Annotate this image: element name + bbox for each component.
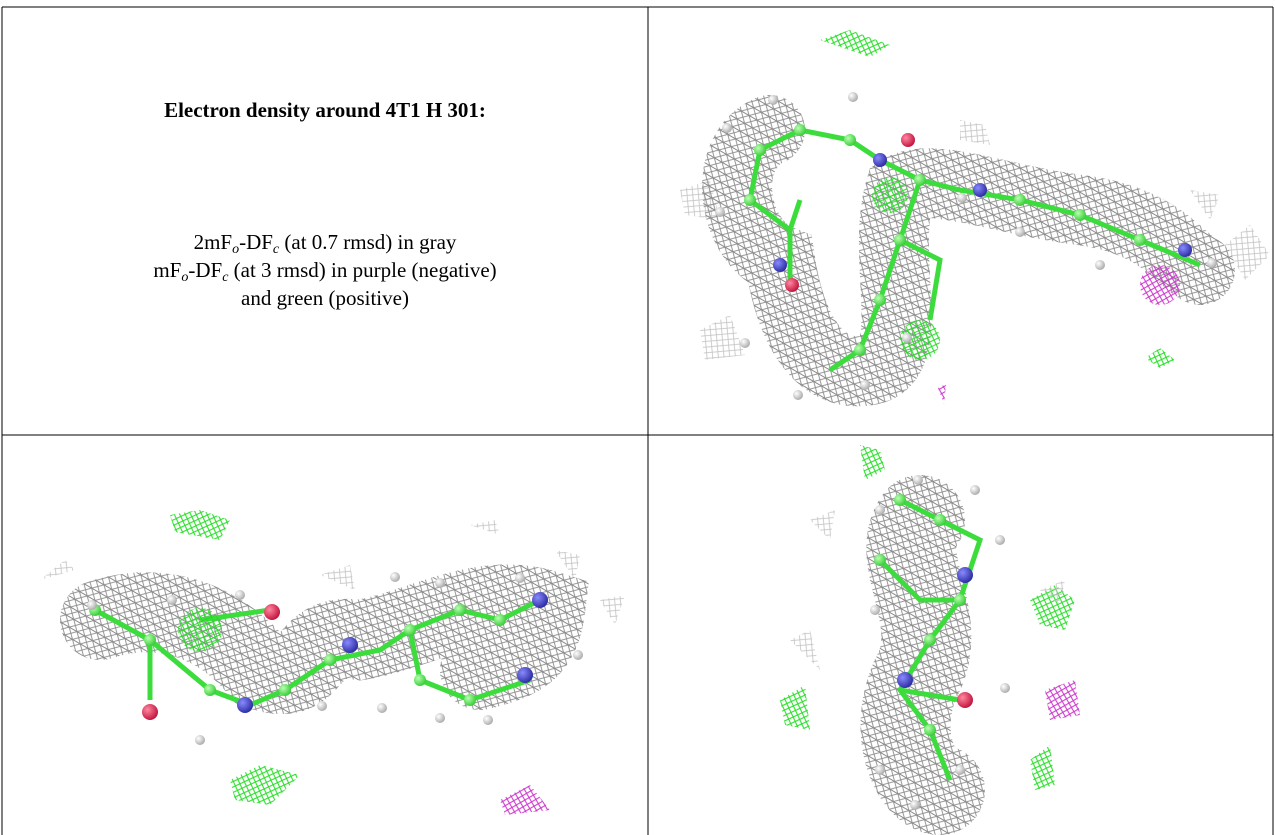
caption-line: and green (positive) — [2, 286, 648, 311]
caption-line: mFo-DFc (at 3 rmsd) in purple (negative) — [2, 258, 648, 286]
subscript: o — [232, 242, 240, 257]
text: 2mF — [193, 230, 233, 254]
text: (at 0.7 rmsd) in gray — [279, 230, 457, 254]
table-borders — [1, 6, 1274, 835]
text: and green (positive) — [241, 286, 409, 310]
text: -DF — [188, 258, 223, 282]
caption-line: 2mFo-DFc (at 0.7 rmsd) in gray — [2, 230, 648, 258]
caption-title: Electron density around 4T1 H 301: — [164, 98, 486, 122]
subscript: c — [272, 242, 280, 257]
text: -DF — [239, 230, 273, 254]
subscript: o — [181, 270, 189, 285]
text: (at 3 rmsd) in purple (negative) — [228, 258, 497, 282]
subscript: c — [222, 270, 229, 285]
text: mF — [153, 258, 182, 282]
density-image-top-right — [680, 30, 1270, 407]
density-image-bottom-right — [780, 445, 1080, 835]
density-image-bottom-left — [40, 510, 625, 815]
caption-cell: Electron density around 4T1 H 301: 2mFo-… — [2, 0, 648, 435]
